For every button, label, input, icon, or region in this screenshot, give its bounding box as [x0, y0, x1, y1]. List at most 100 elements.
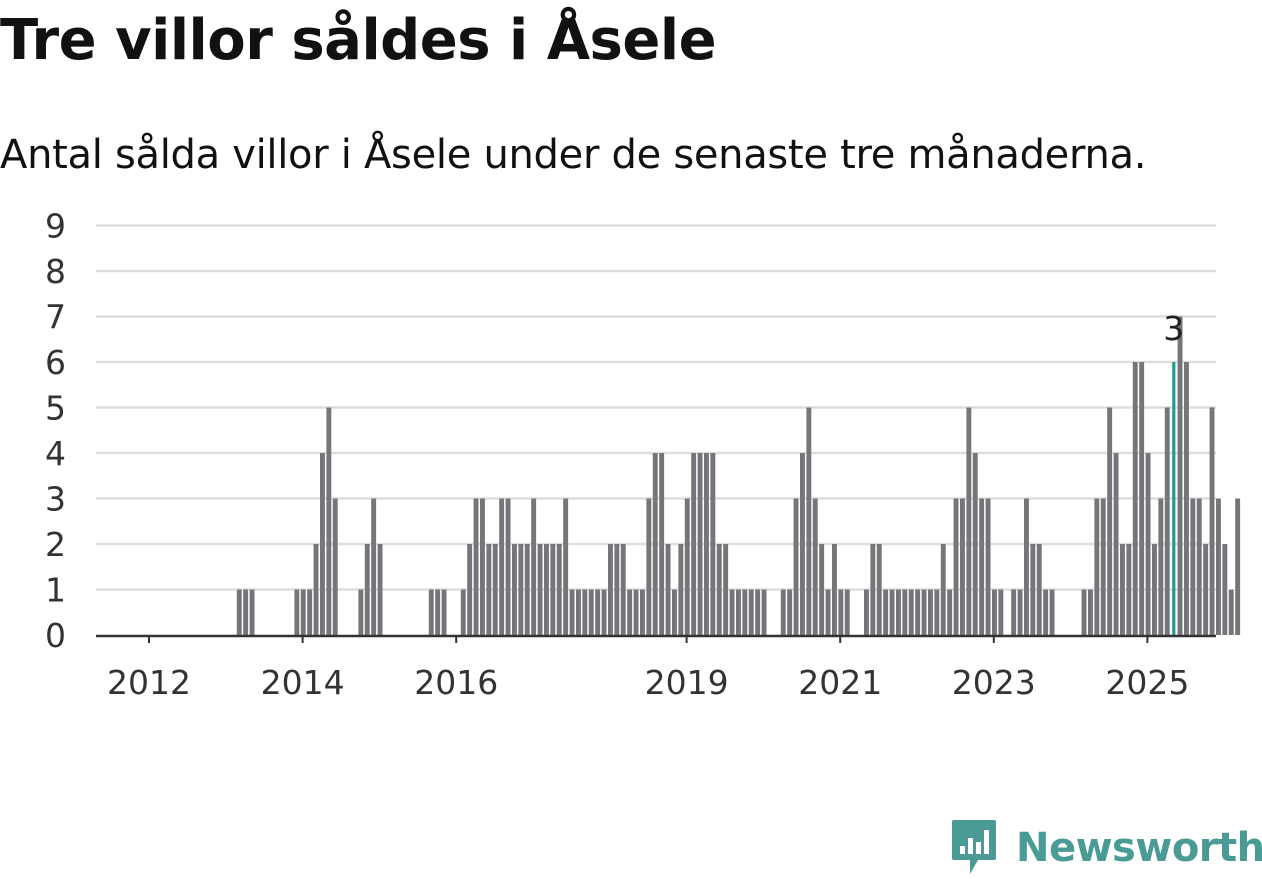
bar — [428, 589, 434, 635]
bar — [320, 453, 325, 635]
bar — [819, 544, 825, 635]
bar — [307, 589, 313, 635]
bar — [1216, 498, 1221, 635]
bar — [1126, 544, 1132, 635]
bar — [601, 589, 607, 635]
bar — [928, 589, 933, 635]
bar — [441, 589, 447, 635]
bar — [640, 589, 645, 635]
bar — [870, 544, 876, 635]
bar — [1164, 407, 1170, 635]
bar — [716, 544, 722, 635]
bar — [1043, 589, 1049, 635]
bar — [742, 589, 748, 635]
y-axis-tick-labels: 0 1 2 3 4 5 6 7 8 9 — [45, 207, 66, 656]
bar — [1172, 362, 1176, 635]
bar — [588, 589, 594, 635]
x-tick-label: 2021 — [798, 663, 882, 702]
bar — [659, 453, 665, 635]
bar — [332, 498, 338, 635]
bar — [518, 544, 524, 635]
bar — [992, 589, 997, 635]
bar — [672, 589, 677, 635]
bar — [300, 589, 306, 635]
bar — [844, 589, 850, 635]
bar — [864, 589, 869, 635]
bar — [371, 498, 377, 635]
bar — [492, 544, 498, 635]
bar — [1017, 589, 1023, 635]
highlight-data-label: 3 — [1163, 309, 1184, 348]
bar — [972, 453, 978, 635]
y-tick-label: 4 — [45, 434, 66, 473]
y-tick-label: 2 — [45, 525, 66, 564]
bar — [748, 589, 754, 635]
bar — [787, 589, 793, 635]
y-tick-label: 5 — [45, 389, 66, 428]
bar — [537, 544, 543, 635]
bar — [326, 407, 332, 635]
bar — [940, 544, 946, 635]
bar — [915, 589, 921, 635]
bar — [1113, 453, 1119, 635]
bar — [1203, 544, 1209, 635]
bar — [486, 544, 492, 635]
bar — [953, 498, 959, 635]
bar — [544, 544, 549, 635]
bar — [627, 589, 633, 635]
bar — [806, 407, 812, 635]
bar — [1094, 498, 1100, 635]
bar — [531, 498, 537, 635]
bars — [236, 316, 1241, 635]
x-tick-label: 2019 — [645, 663, 729, 702]
bar — [358, 589, 364, 635]
bar — [435, 589, 441, 635]
x-tick-label: 2016 — [414, 663, 498, 702]
bar — [665, 544, 671, 635]
bar — [876, 544, 882, 635]
chart-title: Tre villor såldes i Åsele — [0, 8, 717, 73]
bar — [966, 407, 972, 635]
bar — [896, 589, 901, 635]
bar — [633, 589, 639, 635]
bar — [294, 589, 300, 635]
bar — [998, 589, 1004, 635]
bar — [921, 589, 927, 635]
bar — [736, 589, 741, 635]
annotations: 3 — [1163, 309, 1184, 348]
bar — [1132, 362, 1138, 635]
bar — [889, 589, 895, 635]
bar — [704, 453, 709, 635]
bar — [1209, 407, 1215, 635]
bar — [1196, 498, 1202, 635]
x-tick-label: 2023 — [952, 663, 1036, 702]
bar — [1049, 589, 1055, 635]
y-tick-label: 7 — [45, 298, 66, 337]
bar — [646, 498, 652, 635]
bar — [595, 589, 601, 635]
y-tick-label: 3 — [45, 480, 66, 519]
bar — [838, 589, 844, 635]
bar — [947, 589, 953, 635]
bar — [812, 498, 818, 635]
bar — [364, 544, 370, 635]
bar — [1011, 589, 1017, 635]
bar — [1158, 498, 1164, 635]
bar — [576, 589, 581, 635]
bar — [908, 589, 914, 635]
bar — [697, 453, 703, 635]
bar — [1024, 498, 1029, 635]
x-tick-label: 2014 — [261, 663, 345, 702]
bar — [1190, 498, 1196, 635]
bar — [1145, 453, 1151, 635]
bar — [377, 544, 383, 635]
bar — [243, 589, 249, 635]
bar — [1081, 589, 1087, 635]
bar — [684, 498, 690, 635]
bar — [473, 498, 479, 635]
bar — [1228, 589, 1234, 635]
y-tick-label: 9 — [45, 207, 66, 246]
bar — [755, 589, 761, 635]
bar — [608, 544, 613, 635]
bar — [1036, 544, 1042, 635]
